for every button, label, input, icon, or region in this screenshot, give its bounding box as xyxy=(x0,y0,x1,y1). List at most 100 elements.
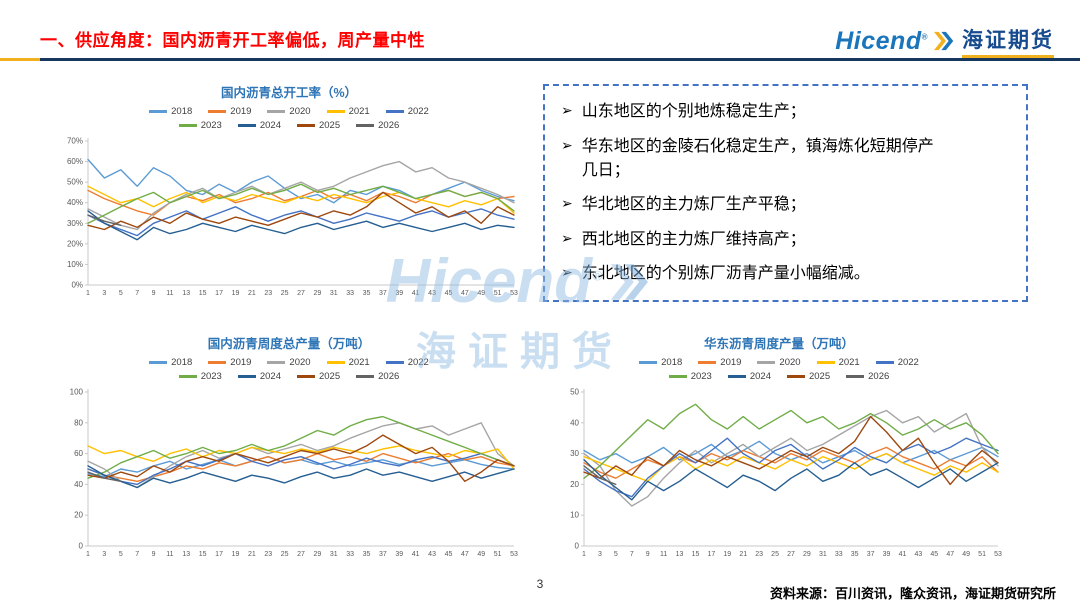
x-tick-label: 35 xyxy=(851,551,859,558)
legend-item: 2024 xyxy=(237,371,281,382)
series-line-2023 xyxy=(87,415,515,479)
chart-legend: 2018 2019 2020 2021 2022 2023 2024 2025 2026 xyxy=(639,357,919,382)
legend-label: 2026 xyxy=(378,371,400,382)
x-tick-label: 45 xyxy=(445,551,453,558)
x-tick-label: 11 xyxy=(166,290,173,297)
legend-marker xyxy=(356,124,375,127)
x-tick-label: 3 xyxy=(102,551,106,558)
y-tick-label: 40 xyxy=(74,480,83,489)
x-tick-label: 51 xyxy=(494,290,502,297)
bullet-arrow-icon: ➢ xyxy=(561,136,573,153)
axis-lines xyxy=(583,389,998,547)
legend-label: 2025 xyxy=(808,371,831,382)
series-line-2020 xyxy=(87,422,515,489)
y-tick-label: 30% xyxy=(67,219,83,228)
x-tick-label: 41 xyxy=(412,290,420,297)
x-tick-label: 15 xyxy=(199,290,207,297)
legend-label: 2024 xyxy=(749,371,771,382)
legend-label: 2023 xyxy=(200,371,222,382)
legend-item: 2025 xyxy=(296,120,340,131)
chart-title: 华东沥青周度产量（万吨） xyxy=(703,337,854,351)
x-tick-label: 27 xyxy=(297,551,305,558)
legend-item: 2022 xyxy=(385,106,429,117)
legend-marker xyxy=(356,375,375,378)
legend-marker xyxy=(237,124,256,127)
x-tick-label: 33 xyxy=(346,551,354,558)
legend-marker xyxy=(326,361,345,364)
legend-marker xyxy=(296,375,315,378)
y-tick-label: 50% xyxy=(67,178,83,187)
x-tick-label: 9 xyxy=(152,551,156,558)
legend-marker xyxy=(846,375,865,378)
legend-item: 2025 xyxy=(296,371,340,382)
chart-plot: 0%10%20%30%40%50%60%70%1 3 5 7 9 11 13 15 17 19 21… xyxy=(67,137,518,298)
legend-marker xyxy=(208,361,227,364)
legend-marker xyxy=(149,361,168,364)
legend-label: 2019 xyxy=(720,357,742,368)
legend-label: 2018 xyxy=(171,357,193,368)
x-tick-label: 17 xyxy=(707,551,715,558)
legend-item: 2018 xyxy=(149,106,192,117)
y-tick-label: 60% xyxy=(67,157,83,166)
x-tick-label: 51 xyxy=(494,551,502,558)
series-line-2019 xyxy=(583,446,999,479)
x-tick-label: 37 xyxy=(379,290,387,297)
note-item: ➢ 华东地区的金陵石化稳定生产，镇海炼化短期停产几日； xyxy=(561,135,1010,183)
legend-marker xyxy=(149,110,168,113)
legend-label: 2018 xyxy=(171,106,193,117)
x-tick-label: 25 xyxy=(771,551,779,558)
chart-legend: 2018 2019 2020 2021 2022 2023 2024 2025 2026 xyxy=(149,357,429,382)
series-line-2026 xyxy=(583,465,617,486)
legend-row: 2023 2024 2025 2026 xyxy=(178,371,400,382)
series-line-2024 xyxy=(583,459,999,501)
x-tick-label: 19 xyxy=(232,551,240,558)
x-tick-label: 21 xyxy=(248,290,256,297)
x-tick-label: 3 xyxy=(102,290,106,297)
legend-marker xyxy=(267,110,286,113)
legend-row: 2018 2019 2020 2021 2022 xyxy=(149,106,429,117)
legend-marker xyxy=(668,375,687,378)
x-tick-label: 37 xyxy=(867,551,875,558)
chart-domestic-operating-rate: 国内沥青总开工率（%） 2018 2019 2020 2021 2022 2023 2024… xyxy=(50,82,528,305)
series-line-2021 xyxy=(583,452,999,482)
legend-item: 2021 xyxy=(326,106,370,117)
legend-label: 2019 xyxy=(230,357,252,368)
x-tick-label: 47 xyxy=(461,290,469,297)
x-tick-label: 51 xyxy=(978,551,986,558)
x-tick-label: 53 xyxy=(510,290,518,297)
logo-brand-text: Hicend xyxy=(835,26,922,55)
legend-item: 2020 xyxy=(267,106,311,117)
x-tick-label: 17 xyxy=(215,551,223,558)
x-tick-label: 43 xyxy=(428,551,436,558)
series-line-2023 xyxy=(583,403,999,479)
x-tick-label: 5 xyxy=(614,551,618,558)
x-tick-label: 23 xyxy=(264,290,272,297)
x-tick-label: 41 xyxy=(412,551,420,558)
x-tick-label: 7 xyxy=(630,551,634,558)
y-tick-label: 60 xyxy=(74,449,83,458)
series-line-2021 xyxy=(87,185,515,214)
x-tick-label: 29 xyxy=(313,551,321,558)
legend-item: 2019 xyxy=(208,357,251,368)
brand-logo: Hicend® 海证期货 xyxy=(835,24,1054,58)
legend-label: 2024 xyxy=(259,371,281,382)
x-tick-label: 21 xyxy=(248,551,256,558)
x-tick-label: 25 xyxy=(281,290,289,297)
header-divider xyxy=(0,58,1080,61)
chart-east-china-weekly-output: 华东沥青周度产量（万吨） 2018 2019 2020 2021 2022 2023 202… xyxy=(546,333,1012,566)
legend-item: 2021 xyxy=(326,357,370,368)
legend-label: 2026 xyxy=(868,371,890,382)
legend-label: 2021 xyxy=(348,357,370,368)
legend-label: 2022 xyxy=(407,357,429,368)
legend-marker xyxy=(816,361,835,364)
x-tick-label: 1 xyxy=(86,290,90,297)
x-tick-label: 35 xyxy=(363,290,371,297)
page-title: 一、供应角度：国内沥青开工率偏低，周产量中性 xyxy=(40,31,425,50)
legend-label: 2024 xyxy=(259,120,281,131)
y-tick-label: 30 xyxy=(570,449,579,458)
x-tick-label: 5 xyxy=(119,551,123,558)
note-item: ➢ 华北地区的主力炼厂生产平稳； xyxy=(561,193,1010,217)
chart-title: 国内沥青周度总产量（万吨） xyxy=(207,337,371,351)
series-line-2024 xyxy=(87,210,515,241)
